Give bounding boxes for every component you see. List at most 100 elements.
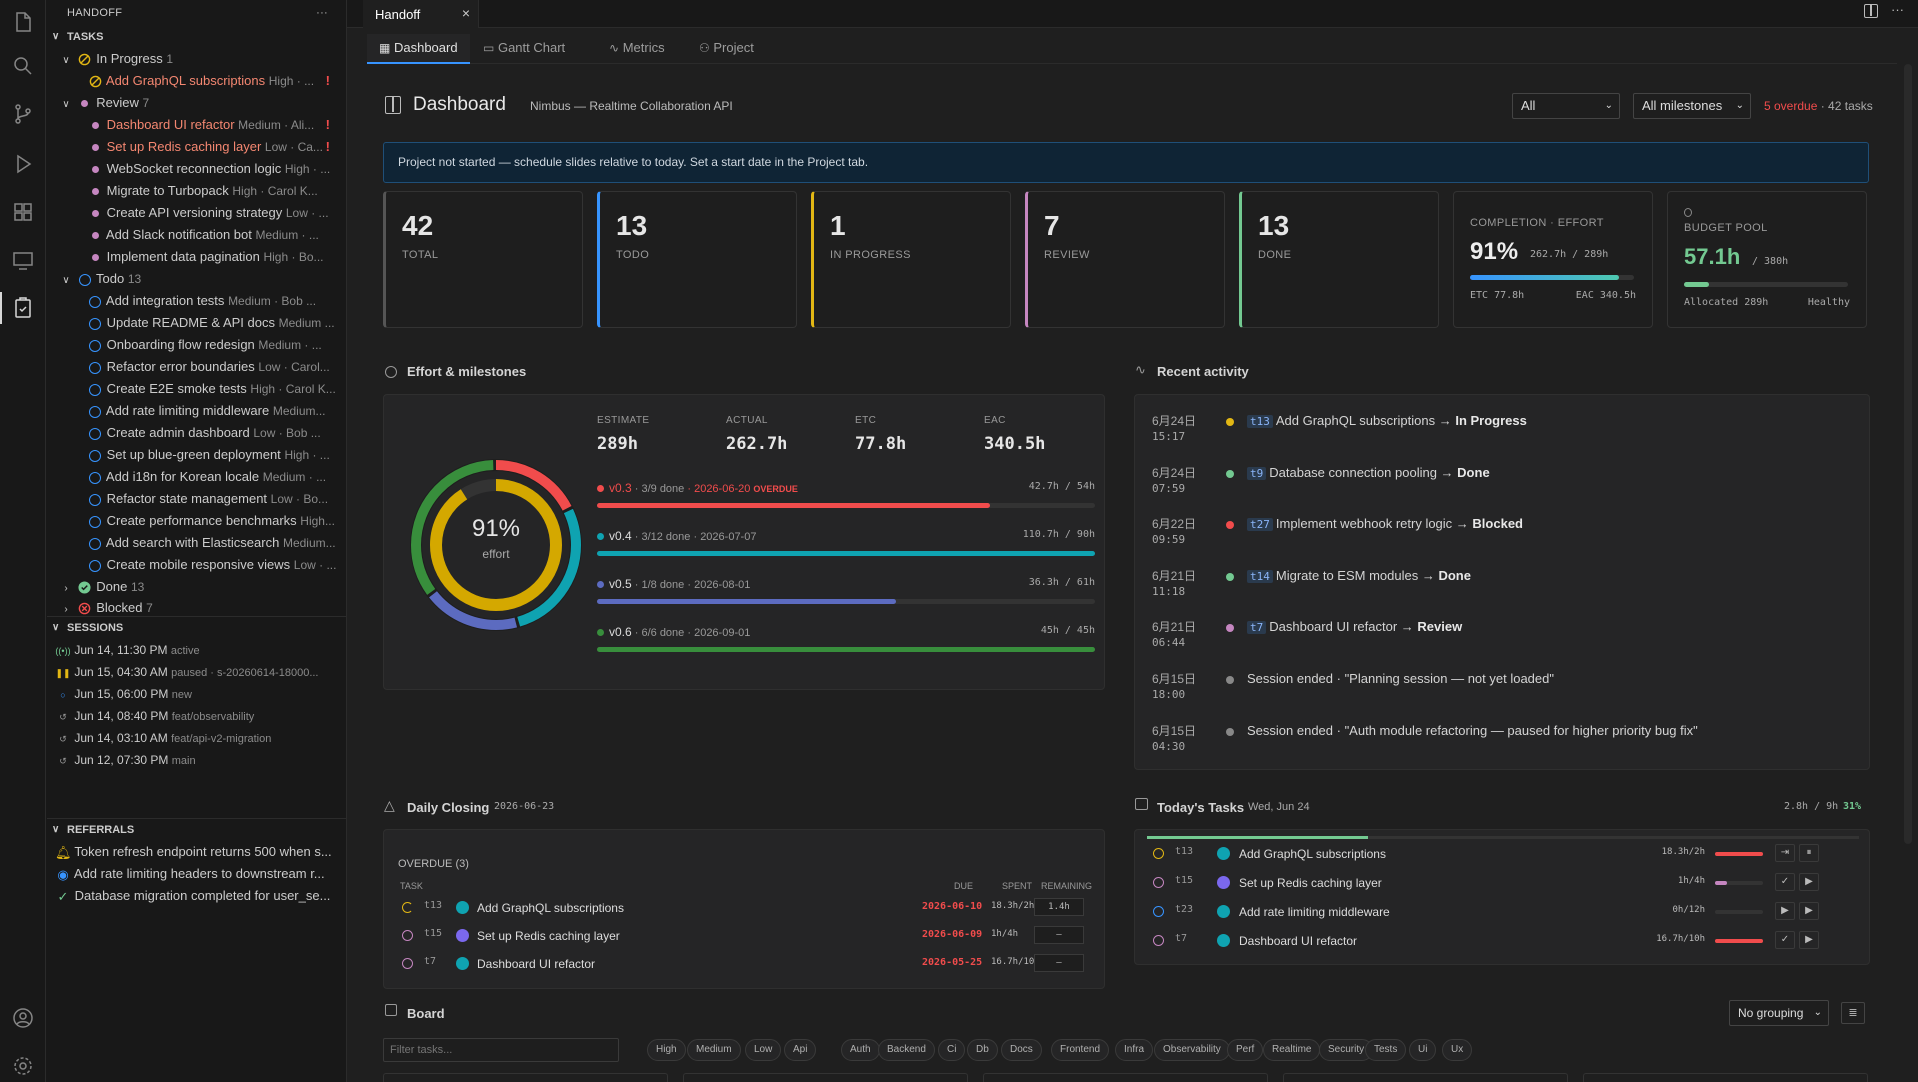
tab-project[interactable]: ⚇ Project: [687, 34, 766, 64]
tab-metrics[interactable]: ∿ Metrics: [597, 34, 677, 64]
account-icon[interactable]: [9, 1004, 37, 1032]
filter-chip[interactable]: Auth: [841, 1039, 880, 1061]
close-icon[interactable]: ×: [461, 5, 470, 21]
filter-chip[interactable]: Docs: [1001, 1039, 1042, 1061]
more-actions-icon[interactable]: ···: [316, 7, 328, 19]
tab-handoff[interactable]: Handoff ×: [363, 0, 479, 28]
run-debug-icon[interactable]: [9, 150, 37, 178]
filter-chip[interactable]: Medium: [687, 1039, 741, 1061]
filter-chip[interactable]: Frontend: [1051, 1039, 1110, 1061]
activity-item[interactable]: 6月21日 06:44 t7 Dashboard UI refactor → Revi…: [1135, 619, 1855, 665]
today-task-row[interactable]: t13 Add GraphQL subscriptions 18.3h/2h ⇥ ⏸: [1135, 844, 1855, 872]
activity-item[interactable]: 6月24日 07:59 t9 Database connection pooling …: [1135, 465, 1855, 511]
referral-item[interactable]: 🔔︎ Token refresh endpoint returns 500 wh…: [47, 841, 346, 863]
group-blocked[interactable]: › Blocked 7: [47, 598, 346, 616]
activity-item[interactable]: 6月21日 11:18 t14 Migrate to ESM modules → Do…: [1135, 568, 1855, 614]
task-item[interactable]: Add Slack notification bot Medium · ...: [47, 224, 346, 246]
settings-gear-icon[interactable]: [9, 1052, 37, 1080]
task-item[interactable]: Onboarding flow redesign Medium · ...: [47, 334, 346, 356]
task-timer-button[interactable]: ⏸: [1799, 844, 1819, 862]
session-item[interactable]: ↺ Jun 14, 03:10 AM feat/api-v2-migration: [47, 727, 346, 749]
stat-card-review[interactable]: 7 REVIEW: [1025, 191, 1225, 328]
filter-chip[interactable]: Low: [745, 1039, 782, 1061]
filter-chip[interactable]: Tests: [1365, 1039, 1407, 1061]
session-item[interactable]: ((•)) Jun 14, 11:30 PM active: [47, 639, 346, 661]
filter-chip[interactable]: Realtime: [1263, 1039, 1321, 1061]
task-item[interactable]: Add rate limiting middleware Medium...: [47, 400, 346, 422]
task-action-button[interactable]: ✓: [1775, 873, 1795, 891]
task-action-button[interactable]: ✓: [1775, 931, 1795, 949]
filter-tasks-input[interactable]: [383, 1038, 619, 1062]
explorer-icon[interactable]: [9, 8, 37, 36]
grouping-select[interactable]: No grouping ⌄: [1729, 1000, 1829, 1026]
today-task-row[interactable]: t23 Add rate limiting middleware 0h/12h ▶ ▶: [1135, 902, 1855, 930]
session-item[interactable]: ❚❚ Jun 15, 04:30 AM paused · s-20260614-…: [47, 661, 346, 683]
session-item[interactable]: ↺ Jun 14, 08:40 PM feat/observability: [47, 705, 346, 727]
task-item[interactable]: Add integration tests Medium · Bob ...: [47, 290, 346, 312]
milestone-row[interactable]: v0.4 · 3/12 done · 2026-07-07 110.7h / 90…: [597, 529, 1097, 577]
filter-chip[interactable]: Api: [784, 1039, 817, 1061]
remaining-input[interactable]: 1.4h: [1034, 898, 1084, 916]
stat-card-done[interactable]: 13 DONE: [1239, 191, 1439, 328]
split-editor-icon[interactable]: [1864, 4, 1878, 18]
task-item[interactable]: Refactor error boundaries Low · Carol...: [47, 356, 346, 378]
task-item[interactable]: Set up Redis caching layer Low · Ca...!: [47, 136, 346, 158]
referral-item[interactable]: ◉ Add rate limiting headers to downstrea…: [47, 863, 346, 885]
activity-item[interactable]: 6月15日 04:30 Session ended · "Auth module r…: [1135, 723, 1855, 769]
overdue-row[interactable]: t13 Add GraphQL subscriptions 2026-06-10 18…: [384, 898, 1104, 926]
stat-card-total[interactable]: 42 TOTAL: [383, 191, 583, 328]
activity-item[interactable]: 6月22日 09:59 t27 Implement webhook retry log…: [1135, 516, 1855, 562]
task-item[interactable]: WebSocket reconnection logic High · ...: [47, 158, 346, 180]
activity-item[interactable]: 6月15日 18:00 Session ended · "Planning sess…: [1135, 671, 1855, 717]
task-item[interactable]: Refactor state management Low · Bo...: [47, 488, 346, 510]
stat-card-in-progress[interactable]: 1 IN PROGRESS: [811, 191, 1011, 328]
remaining-input[interactable]: –: [1034, 926, 1084, 944]
referral-item[interactable]: ✓ Database migration completed for user_…: [47, 885, 346, 907]
task-item[interactable]: Add GraphQL subscriptions High · ...!: [47, 70, 346, 92]
task-item[interactable]: Create API versioning strategy Low · ...: [47, 202, 346, 224]
milestone-row[interactable]: v0.6 · 6/6 done · 2026-09-01 45h / 45h: [597, 625, 1097, 673]
filter-chip[interactable]: Ux: [1442, 1039, 1473, 1061]
remaining-input[interactable]: –: [1034, 954, 1084, 972]
filter-chip[interactable]: Ci: [938, 1039, 966, 1061]
task-item[interactable]: Create E2E smoke tests High · Carol K...: [47, 378, 346, 400]
handoff-icon[interactable]: [0, 292, 37, 324]
group-in-progress[interactable]: ∨ In Progress 1: [47, 48, 346, 70]
stat-card-todo[interactable]: 13 TODO: [597, 191, 797, 328]
group-todo[interactable]: ∨ Todo 13: [47, 268, 346, 290]
group-review[interactable]: ∨ Review 7: [47, 92, 346, 114]
tasks-section-header[interactable]: ∨ TASKS: [47, 26, 346, 48]
task-item[interactable]: Migrate to Turbopack High · Carol K...: [47, 180, 346, 202]
task-item[interactable]: Create admin dashboard Low · Bob ...: [47, 422, 346, 444]
today-task-row[interactable]: t7 Dashboard UI refactor 16.7h/10h ✓ ▶: [1135, 931, 1855, 959]
task-item[interactable]: Update README & API docs Medium ...: [47, 312, 346, 334]
milestone-row[interactable]: v0.5 · 1/8 done · 2026-08-01 36.3h / 61h: [597, 577, 1097, 625]
list-view-icon[interactable]: ≣: [1841, 1002, 1865, 1024]
task-action-button[interactable]: ⇥: [1775, 844, 1795, 862]
task-timer-button[interactable]: ▶: [1799, 873, 1819, 891]
overdue-row[interactable]: t15 Set up Redis caching layer 2026-06-09 1…: [384, 926, 1104, 954]
more-actions-icon[interactable]: ···: [1891, 2, 1904, 17]
group-done[interactable]: › Done 13: [47, 576, 346, 598]
filter-chip[interactable]: Infra: [1115, 1039, 1154, 1061]
sessions-section-header[interactable]: ∨ SESSIONS: [47, 617, 346, 639]
task-timer-button[interactable]: ▶: [1799, 931, 1819, 949]
milestone-filter-select[interactable]: All milestones ⌄: [1633, 93, 1751, 119]
overdue-row[interactable]: t7 Dashboard UI refactor 2026-05-25 16.7h/1…: [384, 954, 1104, 982]
task-item[interactable]: Create mobile responsive views Low · ...: [47, 554, 346, 576]
remote-explorer-icon[interactable]: [9, 246, 37, 274]
tab-dashboard[interactable]: ▦ Dashboard: [367, 34, 470, 64]
task-item[interactable]: Add i18n for Korean locale Medium · ...: [47, 466, 346, 488]
task-item[interactable]: Set up blue-green deployment High · ...: [47, 444, 346, 466]
filter-chip[interactable]: High: [647, 1039, 686, 1061]
task-item[interactable]: Dashboard UI refactor Medium · Ali...!: [47, 114, 346, 136]
filter-chip[interactable]: Db: [967, 1039, 998, 1061]
scrollbar[interactable]: [1904, 64, 1912, 844]
search-icon[interactable]: [9, 52, 37, 80]
today-task-row[interactable]: t15 Set up Redis caching layer 1h/4h ✓ ▶: [1135, 873, 1855, 901]
task-item[interactable]: Add search with Elasticsearch Medium...: [47, 532, 346, 554]
milestone-row[interactable]: v0.3 · 3/9 done · 2026-06-20 OVERDUE 42.7…: [597, 481, 1097, 529]
referrals-section-header[interactable]: ∨ REFERRALS: [47, 819, 346, 841]
session-item[interactable]: ↺ Jun 12, 07:30 PM main: [47, 749, 346, 771]
session-item[interactable]: ○ Jun 15, 06:00 PM new: [47, 683, 346, 705]
